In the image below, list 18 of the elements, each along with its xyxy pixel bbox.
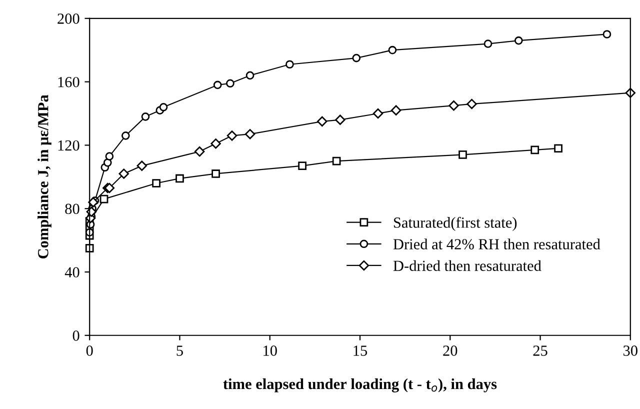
- legend-label: D-dried then resaturated: [393, 260, 542, 271]
- y-axis-title: Compliance J, in με/MPa: [38, 94, 52, 258]
- y-tick-label: 120: [58, 140, 80, 151]
- y-tick-label: 80: [65, 204, 80, 214]
- legend-label: Dried at 42% RH then resaturated: [393, 238, 600, 250]
- y-tick-label: 200: [58, 14, 80, 24]
- x-tick-label: 30: [623, 346, 638, 356]
- x-tick-label: 0: [86, 346, 93, 356]
- y-tick-label: 0: [72, 330, 80, 341]
- y-tick-label: 40: [64, 267, 80, 278]
- x-tick-label: 20: [443, 346, 458, 356]
- x-axis-title: time elapsed under loading (t - t$_{o}$), in days: [223, 378, 497, 392]
- y-tick-label: 160: [58, 76, 80, 88]
- x-tick-label: 15: [354, 346, 368, 356]
- x-tick-label: 25: [533, 346, 548, 356]
- legend-label: Saturated(first state): [394, 216, 517, 231]
- x-tick-label: 10: [264, 346, 277, 356]
- x-tick-label: 5: [176, 346, 183, 356]
